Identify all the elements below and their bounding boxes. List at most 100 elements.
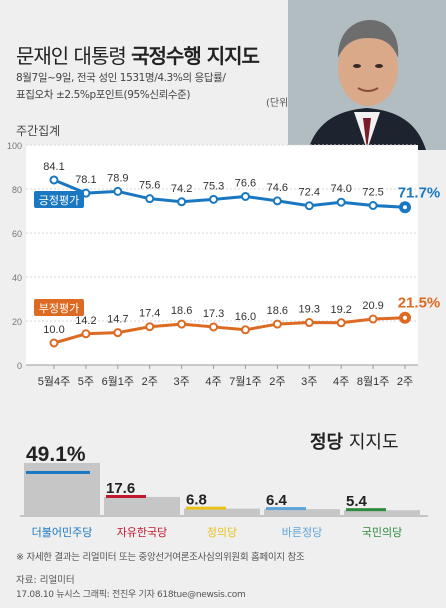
data-label: 74.2 — [171, 183, 192, 195]
data-label: 14.2 — [75, 315, 96, 327]
party-bar — [264, 509, 340, 516]
title-normal: 문재인 대통령 — [16, 44, 132, 68]
data-point-center — [403, 315, 407, 320]
party-name-label: 정의당 — [207, 526, 237, 539]
x-tick-label: 2주 — [269, 376, 285, 388]
data-point — [113, 328, 123, 338]
data-label: 78.9 — [107, 172, 128, 184]
party-value-underline — [106, 494, 146, 498]
party-name-label: 국민의당 — [362, 526, 402, 539]
unit-label: (단위: %) — [266, 98, 309, 109]
party-bar — [104, 496, 180, 516]
party-bar — [184, 508, 260, 516]
y-tick-label: 80 — [12, 185, 22, 195]
data-label: 76.6 — [235, 177, 256, 189]
data-point — [240, 325, 250, 335]
x-tick-label: 8월1주 — [357, 375, 389, 388]
data-point — [49, 175, 59, 185]
x-tick-label: 2주 — [142, 376, 158, 388]
x-tick-label: 5주 — [78, 376, 94, 388]
data-label: 75.6 — [139, 180, 160, 192]
series-badge — [34, 299, 84, 316]
data-point — [336, 318, 346, 328]
data-point — [177, 197, 187, 207]
party-bar — [24, 462, 100, 516]
data-label: 17.3 — [203, 308, 224, 320]
data-label: 16.0 — [235, 311, 256, 323]
x-tick-label: 2주 — [397, 376, 413, 388]
party-title-bold: 정당 — [310, 432, 344, 453]
data-point — [209, 194, 219, 204]
x-tick-label: 7월1주 — [229, 375, 261, 388]
series-line — [53, 316, 406, 345]
data-label: 75.3 — [203, 180, 224, 192]
survey-info: 8월7일~9일, 전국 성인 1531명/4.3%의 응답률/ 표집오차 ±2.… — [16, 70, 256, 104]
data-label: 14.7 — [107, 314, 128, 326]
y-tick-label: 40 — [12, 273, 22, 283]
series-badge — [34, 190, 84, 208]
data-point — [177, 319, 187, 329]
x-tick-label: 3주 — [301, 376, 317, 388]
data-label: 72.4 — [299, 187, 320, 199]
series-line — [53, 178, 406, 209]
weekly-label: 주간집계 — [16, 124, 61, 138]
x-tick-label: 5월4주 — [38, 375, 70, 388]
y-tick-label: 0 — [17, 361, 22, 371]
x-tick-label: 3주 — [174, 376, 190, 388]
x-tick-label: 4주 — [205, 376, 221, 388]
party-name-label: 바른정당 — [282, 526, 322, 539]
title-bold: 국정수행 지지도 — [131, 44, 260, 68]
party-value-label: 17.6 — [106, 480, 135, 497]
party-value-underline — [266, 507, 306, 511]
party-value-underline — [346, 508, 386, 512]
y-tick-label: 100 — [7, 141, 22, 151]
data-point — [145, 194, 155, 204]
data-label: 78.1 — [75, 174, 96, 186]
data-label: 20.9 — [362, 300, 383, 312]
data-point — [272, 319, 282, 329]
party-bar-chart: 49.1% 더불어민주당 17.6 자유한국당 6.8 정의당 6.4 바른정당 5.4 국민의당 — [20, 443, 428, 539]
data-point — [113, 186, 123, 196]
data-point — [81, 329, 91, 339]
data-label: 18.6 — [267, 305, 288, 317]
footnote: ※ 자세한 결과는 리얼미터 또는 중앙선거여론조사심의위원회 홈페이지 참조 — [16, 552, 305, 563]
data-label: 19.3 — [299, 304, 320, 316]
data-label: 17.4 — [139, 308, 160, 320]
data-label: 19.2 — [330, 304, 351, 316]
data-point — [336, 197, 346, 207]
party-chart-title: 정당 지지도 — [310, 428, 399, 454]
party-name-label: 더불어민주당 — [32, 526, 93, 539]
series-badge-label: 긍정평가 — [39, 194, 79, 207]
survey-line-1: 8월7일~9일, 전국 성인 1531명/4.3%의 응답률/ — [16, 72, 226, 84]
data-label: 10.0 — [43, 324, 64, 336]
series-badge-label: 부정평가 — [39, 302, 79, 315]
party-name-label: 자유한국당 — [117, 526, 168, 539]
party-title-rest: 지지도 — [348, 432, 399, 453]
data-label: 84.1 — [43, 161, 64, 173]
president-portrait — [288, 0, 446, 150]
data-point — [145, 322, 155, 332]
data-point — [304, 201, 314, 211]
data-point — [49, 338, 59, 348]
data-label: 21.5% — [398, 295, 441, 312]
source: 자료: 리얼미터 — [16, 575, 75, 586]
party-value-label: 6.8 — [186, 492, 207, 509]
data-point — [209, 322, 219, 332]
data-point — [368, 314, 378, 324]
x-tick-label: 6월1주 — [102, 375, 134, 388]
data-label: 74.6 — [267, 182, 288, 194]
party-bar — [344, 510, 420, 516]
data-label: 18.6 — [171, 305, 192, 317]
data-label: 74.0 — [330, 183, 351, 195]
credit: 17.08.10 뉴시스 그래픽: 전진우 기자 618tue@newsis.c… — [16, 590, 246, 600]
party-value-label: 5.4 — [346, 493, 368, 510]
party-value-underline — [26, 470, 90, 474]
y-tick-label: 60 — [12, 229, 22, 239]
page-title: 문재인 대통령 국정수행 지지도 — [16, 40, 260, 69]
data-point — [368, 201, 378, 210]
data-point — [272, 196, 282, 206]
x-tick-label: 4주 — [333, 376, 349, 388]
approval-line-chart: 0 20 40 60 80 100 5월4주 5주 6월1주 2주 3주 4주 7월1주 2주 3주 4주 8월… — [7, 141, 441, 388]
data-label: 71.7% — [398, 184, 441, 201]
data-label: 72.5 — [362, 187, 383, 199]
